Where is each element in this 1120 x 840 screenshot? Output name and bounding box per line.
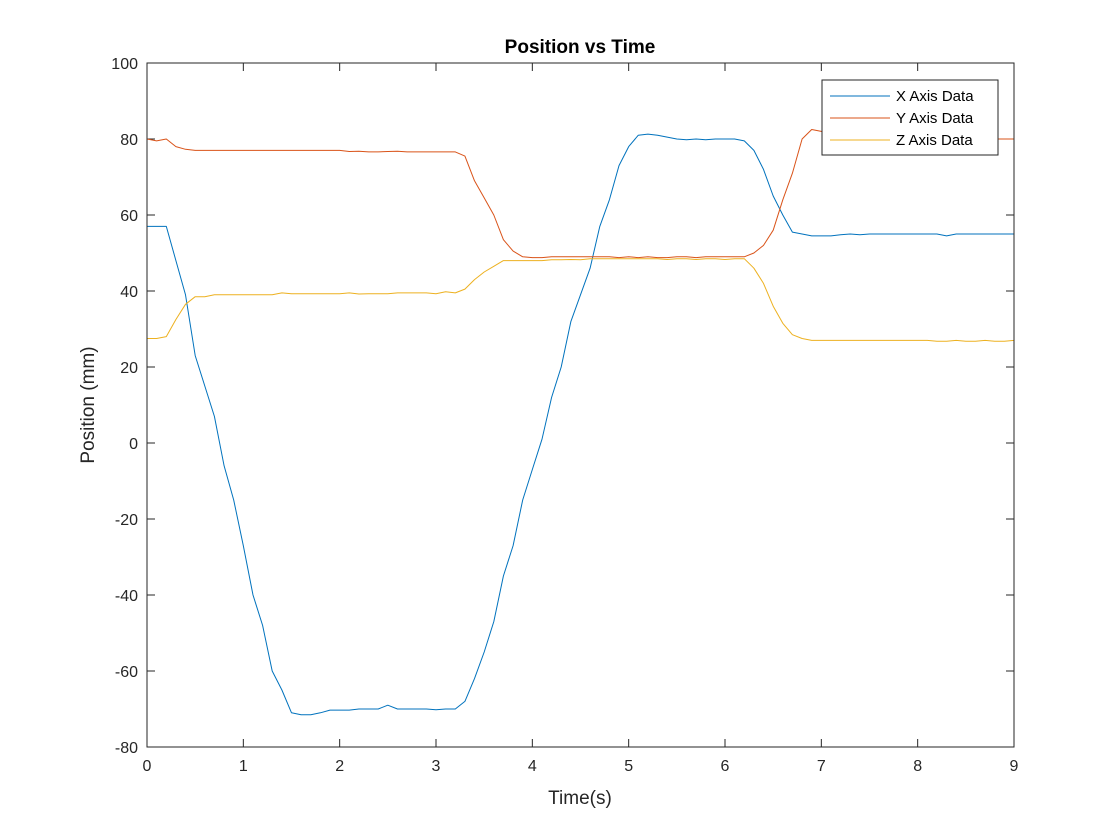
x-tick-label: 6 [721,758,730,775]
y-tick-label: 20 [120,360,138,377]
y-tick-label: -40 [115,588,138,605]
chart-title: Position vs Time [505,37,656,58]
y-axis-ticks: -80 -60 -40 -20 0 20 40 60 80 100 [111,56,1014,757]
y-tick-label: 40 [120,284,138,301]
y-tick-label: -80 [115,740,138,757]
x-tick-label: 3 [432,758,441,775]
legend-label-1: X Axis Data [896,88,974,105]
x-axis-label: Time(s) [548,788,612,809]
x-tick-label: 4 [528,758,537,775]
y-tick-label: 100 [111,56,138,73]
y-tick-label: -20 [115,512,138,529]
axes-background [147,63,1014,747]
x-tick-label: 2 [335,758,344,775]
axes-box [146,62,1015,748]
y-tick-label: -60 [115,664,138,681]
x-tick-label: 5 [624,758,633,775]
x-tick-label: 7 [817,758,826,775]
y-tick-label: 80 [120,132,138,149]
y-axis-label: Position (mm) [78,346,99,463]
series-line-3 [147,258,1015,342]
plot-area: 0 1 2 3 4 5 6 7 8 9 -80 -60 -40 -20 0 20 40 60 80 100 [111,56,1018,775]
x-axis-ticks: 0 1 2 3 4 5 6 7 8 9 [143,63,1019,775]
series-line-1 [147,133,1014,716]
legend: X Axis Data Y Axis Data Z Axis Data [821,79,999,156]
y-tick-label: 60 [120,208,138,225]
x-tick-label: 9 [1010,758,1019,775]
legend-label-2: Y Axis Data [896,110,974,127]
y-tick-label: 0 [129,436,138,453]
x-tick-label: 0 [143,758,152,775]
legend-label-3: Z Axis Data [896,132,973,149]
x-tick-label: 1 [239,758,248,775]
x-tick-label: 8 [913,758,922,775]
